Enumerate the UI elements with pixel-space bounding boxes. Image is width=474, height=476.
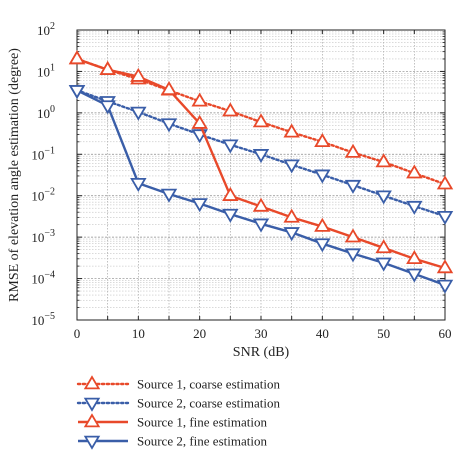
series-3 xyxy=(68,50,454,274)
triangle-up-marker xyxy=(83,375,101,390)
x-tick-label: 30 xyxy=(255,326,268,341)
triangle-down-marker xyxy=(222,139,239,154)
x-tick-label: 40 xyxy=(316,326,329,341)
y-tick-label: 101 xyxy=(37,62,55,79)
ticks: 0 10 20 30 40 50 60 102 101 100 10−1 10−2 10−3 10−4 10… xyxy=(31,21,451,341)
triangle-down-marker xyxy=(130,178,147,193)
triangle-up-marker xyxy=(344,228,362,243)
x-tick-label: 10 xyxy=(132,326,145,341)
y-tick-label: 10−3 xyxy=(31,228,55,245)
legend-item-3: Source 1, fine estimation xyxy=(78,413,267,430)
triangle-down-marker xyxy=(130,106,147,121)
triangle-down-marker xyxy=(283,159,300,174)
triangle-up-marker xyxy=(375,153,392,168)
triangle-up-marker xyxy=(68,50,86,65)
triangle-down-marker xyxy=(314,169,331,184)
triangle-down-marker xyxy=(436,279,454,294)
grid xyxy=(77,30,445,320)
y-tick-label: 102 xyxy=(37,21,55,38)
triangle-down-marker xyxy=(252,218,270,233)
legend: Source 1, coarse estimation Source 2, coa… xyxy=(76,375,280,450)
triangle-up-marker xyxy=(99,60,116,75)
triangle-down-marker xyxy=(83,397,101,412)
triangle-down-marker xyxy=(406,268,423,283)
triangle-down-marker xyxy=(252,149,270,164)
triangle-up-marker xyxy=(252,113,270,128)
legend-item-2: Source 2, coarse estimation xyxy=(76,396,280,412)
triangle-down-marker xyxy=(375,190,392,205)
legend-label: Source 1, fine estimation xyxy=(137,415,267,430)
triangle-up-marker xyxy=(375,239,392,254)
y-tick-label: 100 xyxy=(37,104,55,121)
x-tick-label: 20 xyxy=(193,326,206,341)
triangle-up-marker xyxy=(222,186,239,201)
triangle-up-marker xyxy=(191,114,208,129)
legend-label: Source 2, fine estimation xyxy=(137,434,267,449)
triangle-up-marker xyxy=(191,92,208,107)
triangle-down-marker xyxy=(222,208,239,223)
triangle-up-marker xyxy=(344,143,362,158)
x-tick-label: 60 xyxy=(439,326,452,341)
y-tick-label: 10−2 xyxy=(31,187,55,204)
triangle-up-marker xyxy=(252,197,270,212)
y-tick-label: 10−1 xyxy=(31,145,55,162)
triangle-down-marker xyxy=(406,200,423,215)
triangle-down-marker xyxy=(191,198,208,213)
legend-item-4: Source 2, fine estimation xyxy=(78,434,267,450)
series-4 xyxy=(68,85,454,294)
triangle-up-marker xyxy=(436,175,454,190)
triangle-up-marker xyxy=(314,133,331,148)
triangle-down-marker xyxy=(83,435,101,450)
series-2 xyxy=(68,85,454,225)
triangle-up-marker xyxy=(314,217,331,232)
series-group xyxy=(68,50,454,294)
x-axis-title: SNR (dB) xyxy=(233,345,290,360)
legend-label: Source 2, coarse estimation xyxy=(137,396,280,411)
triangle-down-marker xyxy=(283,227,300,242)
legend-item-1: Source 1, coarse estimation xyxy=(76,375,280,392)
y-tick-label: 10−4 xyxy=(31,270,55,287)
triangle-down-marker xyxy=(68,85,86,100)
triangle-down-marker xyxy=(160,118,178,133)
triangle-down-marker xyxy=(160,188,178,203)
y-tick-label: 10−5 xyxy=(31,311,55,328)
triangle-down-marker xyxy=(314,238,331,253)
triangle-down-marker xyxy=(344,248,362,263)
triangle-down-marker xyxy=(375,257,392,272)
triangle-up-marker xyxy=(406,164,423,179)
triangle-up-marker xyxy=(436,259,454,274)
legend-label: Source 1, coarse estimation xyxy=(137,377,280,392)
triangle-up-marker xyxy=(406,250,423,265)
x-tick-label: 0 xyxy=(74,326,81,341)
y-axis-title: RMSE of elevation angle estimation (degr… xyxy=(7,48,22,302)
triangle-down-marker xyxy=(99,100,116,115)
triangle-up-marker xyxy=(160,81,178,96)
triangle-up-marker xyxy=(130,67,147,82)
triangle-up-marker xyxy=(283,123,300,138)
triangle-up-marker xyxy=(83,413,101,428)
triangle-down-marker xyxy=(344,179,362,194)
x-tick-label: 50 xyxy=(377,326,390,341)
triangle-down-marker xyxy=(436,210,454,225)
triangle-up-marker xyxy=(283,208,300,223)
triangle-up-marker xyxy=(222,102,239,117)
